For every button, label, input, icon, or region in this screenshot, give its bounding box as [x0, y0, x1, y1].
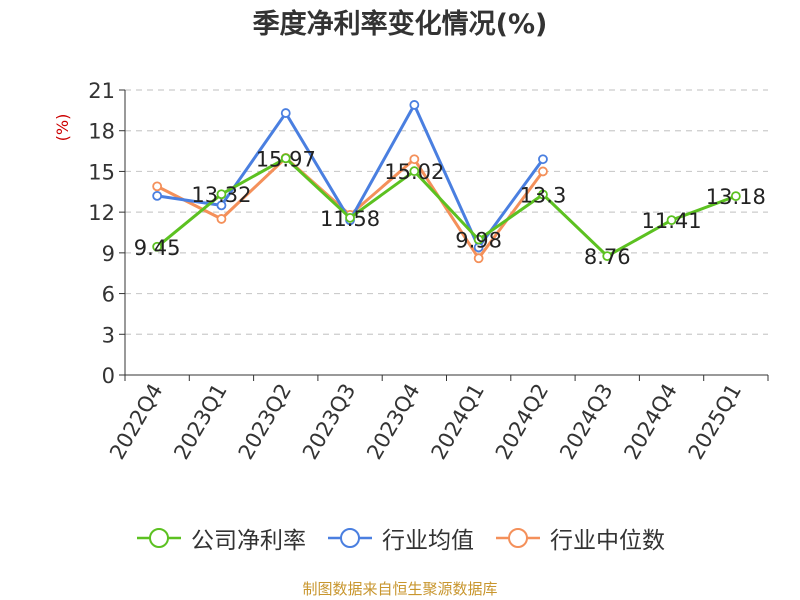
y-tick-label: 3 — [102, 323, 115, 347]
x-tick-label: 2024Q3 — [555, 380, 617, 464]
source-note: 制图数据来自恒生聚源数据库 — [302, 580, 498, 598]
data-point — [280, 108, 291, 118]
legend-swatch — [496, 528, 540, 548]
x-tick-label: 2024Q2 — [491, 380, 553, 464]
legend-marker — [508, 528, 528, 548]
data-point — [538, 154, 548, 165]
data-point — [152, 190, 163, 201]
data-label: 9.98 — [455, 229, 502, 253]
data-point — [666, 215, 677, 226]
legend-item[interactable]: 公司净利率 — [135, 521, 306, 555]
legend-label: 行业均值 — [382, 528, 474, 554]
data-label: 11.41 — [641, 209, 701, 233]
x-tick-label: 2024Q4 — [619, 380, 681, 464]
x-tick-label: 2023Q3 — [298, 380, 360, 464]
data-point — [409, 166, 420, 177]
y-tick-label: 9 — [102, 242, 115, 266]
x-tick-label: 2024Q1 — [427, 380, 489, 464]
legend-marker — [340, 528, 360, 548]
data-point — [602, 251, 613, 262]
y-tick-label: 15 — [88, 160, 115, 184]
x-tick-label: 2023Q1 — [169, 380, 231, 464]
y-tick-label: 12 — [88, 201, 115, 225]
data-label: 15.02 — [384, 160, 444, 184]
legend-swatch — [328, 528, 372, 548]
data-point — [216, 189, 227, 200]
legend: 公司净利率 行业均值 行业中位数 — [0, 520, 800, 556]
y-tick-label: 21 — [88, 79, 115, 103]
data-point — [730, 191, 741, 202]
legend-label: 公司净利率 — [191, 528, 306, 554]
x-tick-label: 2022Q4 — [105, 380, 167, 464]
data-label: 11.58 — [320, 207, 380, 231]
data-label: 9.45 — [134, 236, 181, 260]
data-point — [345, 212, 355, 223]
data-point — [409, 100, 420, 110]
data-point — [538, 189, 548, 200]
data-point — [152, 241, 163, 252]
x-tick-label: 2025Q1 — [684, 380, 746, 464]
data-point — [473, 234, 484, 245]
data-point — [280, 153, 291, 164]
legend-marker — [149, 528, 169, 548]
data-point — [216, 200, 227, 211]
series-lines — [152, 100, 741, 264]
series-line — [156, 156, 737, 258]
data-label: 13.18 — [706, 185, 766, 209]
data-label: 13.32 — [191, 183, 251, 207]
x-tick-label: 2023Q4 — [362, 380, 424, 464]
legend-label: 行业中位数 — [550, 528, 665, 554]
y-tick-label: 0 — [102, 364, 115, 388]
y-tick-label: 6 — [102, 283, 115, 307]
data-point — [538, 166, 548, 177]
x-tick-label: 2023Q2 — [234, 380, 296, 464]
legend-item[interactable]: 行业均值 — [326, 521, 474, 555]
data-point — [473, 253, 484, 264]
data-label: 15.97 — [256, 147, 316, 171]
y-axis-label: (%) — [53, 114, 72, 142]
data-label: 8.76 — [584, 245, 631, 269]
data-point — [152, 181, 163, 192]
chart-title: 季度净利率变化情况(%) — [252, 9, 548, 40]
grid-lines — [125, 89, 768, 335]
data-point — [216, 214, 227, 224]
data-label: 13.3 — [520, 184, 567, 208]
legend-item[interactable]: 行业中位数 — [494, 521, 665, 555]
data-point — [409, 154, 420, 165]
y-tick-label: 18 — [88, 120, 115, 144]
legend-swatch — [137, 528, 181, 548]
